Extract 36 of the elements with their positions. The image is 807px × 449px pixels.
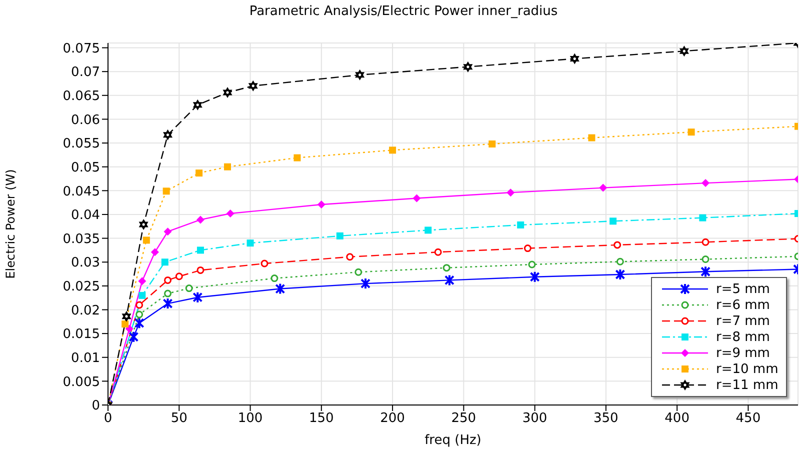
x-tick-label: 100 [238,411,263,426]
y-axis-title: Electric Power (W) [3,169,18,279]
y-tick-label: 0.035 [62,232,100,247]
legend-label: r=7 mm [716,314,770,328]
y-tick-label: 0.075 [62,41,100,56]
x-tick-label: 450 [736,411,761,426]
x-tick-label: 350 [594,411,618,426]
y-tick-label: 0.07 [71,65,100,80]
x-tick-label: 150 [308,411,334,426]
y-tick-label: 0.065 [62,89,100,104]
legend-label: r=8 mm [716,330,770,344]
legend-label: r=10 mm [716,362,778,376]
x-tick-label: 250 [451,411,476,426]
y-tick-label: 0.03 [71,256,100,271]
chart-title: Parametric Analysis/Electric Power inner_radius [248,4,559,19]
y-tick-label: 0.025 [62,280,100,295]
y-tick-label: 0.045 [62,184,100,200]
x-axis-title: freq (Hz) [424,433,482,448]
y-tick-label: 0.015 [62,327,100,342]
y-tick-label: 0.02 [71,303,100,318]
legend-label: r=6 mm [716,298,770,312]
y-tick-label: 0.055 [62,136,100,152]
x-tick-label: 0 [104,411,112,426]
y-tick-label: 0 [92,398,100,414]
y-tick-label: 0.04 [71,208,100,224]
legend-label: r=11 mm [716,378,778,392]
x-tick-label: 300 [522,411,548,426]
y-tick-label: 0.05 [71,160,100,176]
legend-label: r=5 mm [716,282,770,296]
legend-label: r=9 mm [716,346,770,360]
y-tick-label: 0.06 [71,112,100,128]
x-tick-label: 400 [664,411,690,426]
y-tick-label: 0.01 [71,350,100,366]
x-tick-label: 50 [170,411,188,426]
x-tick-label: 200 [380,411,405,426]
y-tick-label: 0.005 [62,374,100,390]
